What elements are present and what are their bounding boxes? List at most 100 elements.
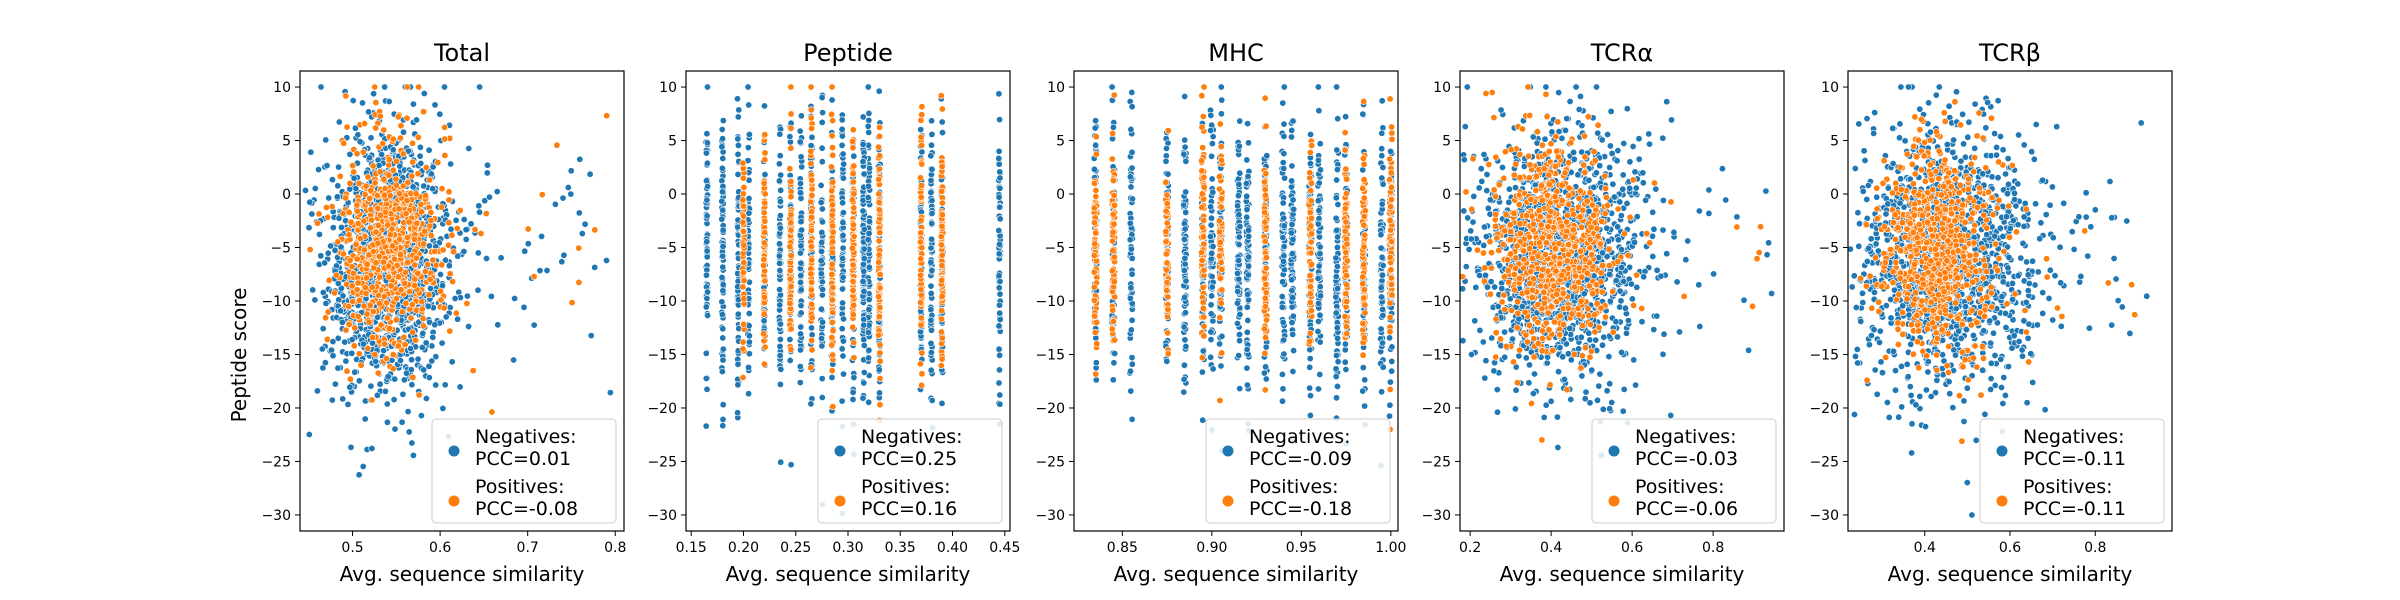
point-negatives: [838, 116, 846, 124]
point-positives: [938, 211, 946, 219]
point-positives: [807, 270, 815, 278]
point-positives: [427, 232, 435, 240]
x-tick-label: 0.35: [885, 540, 916, 556]
point-negatives: [797, 242, 805, 250]
point-negatives: [875, 87, 883, 95]
point-negatives: [431, 101, 439, 109]
point-positives: [361, 120, 369, 128]
point-negatives: [719, 252, 727, 260]
point-positives: [761, 156, 769, 164]
point-negatives: [376, 380, 384, 388]
point-negatives: [1288, 183, 1296, 191]
y-tick-label: −15: [261, 347, 291, 363]
legend-label: Positives:: [861, 476, 951, 498]
point-negatives: [796, 138, 804, 146]
point-positives: [740, 320, 748, 328]
point-positives: [787, 144, 795, 152]
point-negatives: [448, 358, 456, 366]
point-negatives: [1244, 316, 1252, 324]
point-positives: [876, 374, 884, 382]
point-negatives: [818, 375, 826, 383]
point-negatives: [424, 302, 432, 310]
point-positives: [938, 105, 946, 113]
point-negatives: [864, 329, 872, 337]
point-positives: [917, 255, 925, 263]
point-negatives: [818, 248, 826, 256]
point-positives: [849, 323, 857, 331]
point-negatives: [719, 334, 727, 342]
point-positives: [938, 355, 946, 363]
point-negatives: [865, 398, 873, 406]
y-tick-label: −5: [656, 241, 677, 257]
point-negatives: [927, 176, 935, 184]
point-negatives: [797, 112, 805, 120]
point-negatives: [875, 366, 883, 374]
point-negatives: [1314, 83, 1322, 91]
point-negatives: [776, 380, 784, 388]
point-negatives: [334, 364, 342, 372]
point-negatives: [818, 342, 826, 350]
point-positives: [345, 208, 353, 216]
point-positives: [372, 99, 380, 107]
point-positives: [361, 284, 369, 292]
point-positives: [828, 110, 836, 118]
point-negatives: [429, 333, 437, 341]
point-positives: [415, 391, 423, 399]
point-positives: [381, 340, 389, 348]
point-negatives: [995, 90, 1003, 98]
point-positives: [829, 228, 837, 236]
point-negatives: [703, 247, 711, 255]
point-positives: [482, 210, 490, 218]
point-negatives: [417, 159, 425, 167]
point-positives: [850, 339, 858, 347]
point-positives: [938, 163, 946, 171]
point-positives: [808, 300, 816, 308]
point-positives: [397, 122, 405, 130]
point-positives: [354, 279, 362, 287]
point-positives: [404, 179, 412, 187]
point-positives: [372, 228, 380, 236]
point-negatives: [797, 259, 805, 267]
point-negatives: [927, 189, 935, 197]
point-negatives: [859, 277, 867, 285]
point-positives: [373, 192, 381, 200]
point-negatives: [378, 151, 386, 159]
point-positives: [876, 271, 884, 279]
point-positives: [761, 131, 769, 139]
point-negatives: [734, 170, 742, 178]
x-tick-label: 0.45: [989, 540, 1020, 556]
point-positives: [355, 180, 363, 188]
point-negatives: [859, 260, 867, 268]
point-positives: [380, 292, 388, 300]
point-positives: [396, 134, 404, 142]
point-positives: [420, 108, 428, 116]
y-tick-label: −5: [270, 241, 291, 257]
point-negatives: [1288, 303, 1296, 311]
point-negatives: [702, 149, 710, 157]
point-negatives: [838, 141, 846, 149]
point-positives: [739, 218, 747, 226]
point-negatives: [928, 165, 936, 173]
point-negatives: [1288, 126, 1296, 134]
x-tick-label: 0.8: [604, 540, 626, 556]
point-negatives: [334, 182, 342, 190]
point-positives: [787, 346, 795, 354]
point-positives: [339, 210, 347, 218]
point-positives: [395, 205, 403, 213]
point-negatives: [1245, 139, 1253, 147]
point-positives: [488, 408, 496, 416]
point-negatives: [483, 169, 491, 177]
point-negatives: [381, 387, 389, 395]
point-positives: [353, 207, 361, 215]
point-negatives: [938, 118, 946, 126]
point-negatives: [1127, 183, 1135, 191]
point-negatives: [719, 154, 727, 162]
point-positives: [407, 314, 415, 322]
point-negatives: [995, 147, 1003, 155]
point-positives: [918, 370, 926, 378]
point-negatives: [317, 252, 325, 260]
point-negatives: [1208, 140, 1216, 148]
point-positives: [440, 304, 448, 312]
point-positives: [380, 126, 388, 134]
